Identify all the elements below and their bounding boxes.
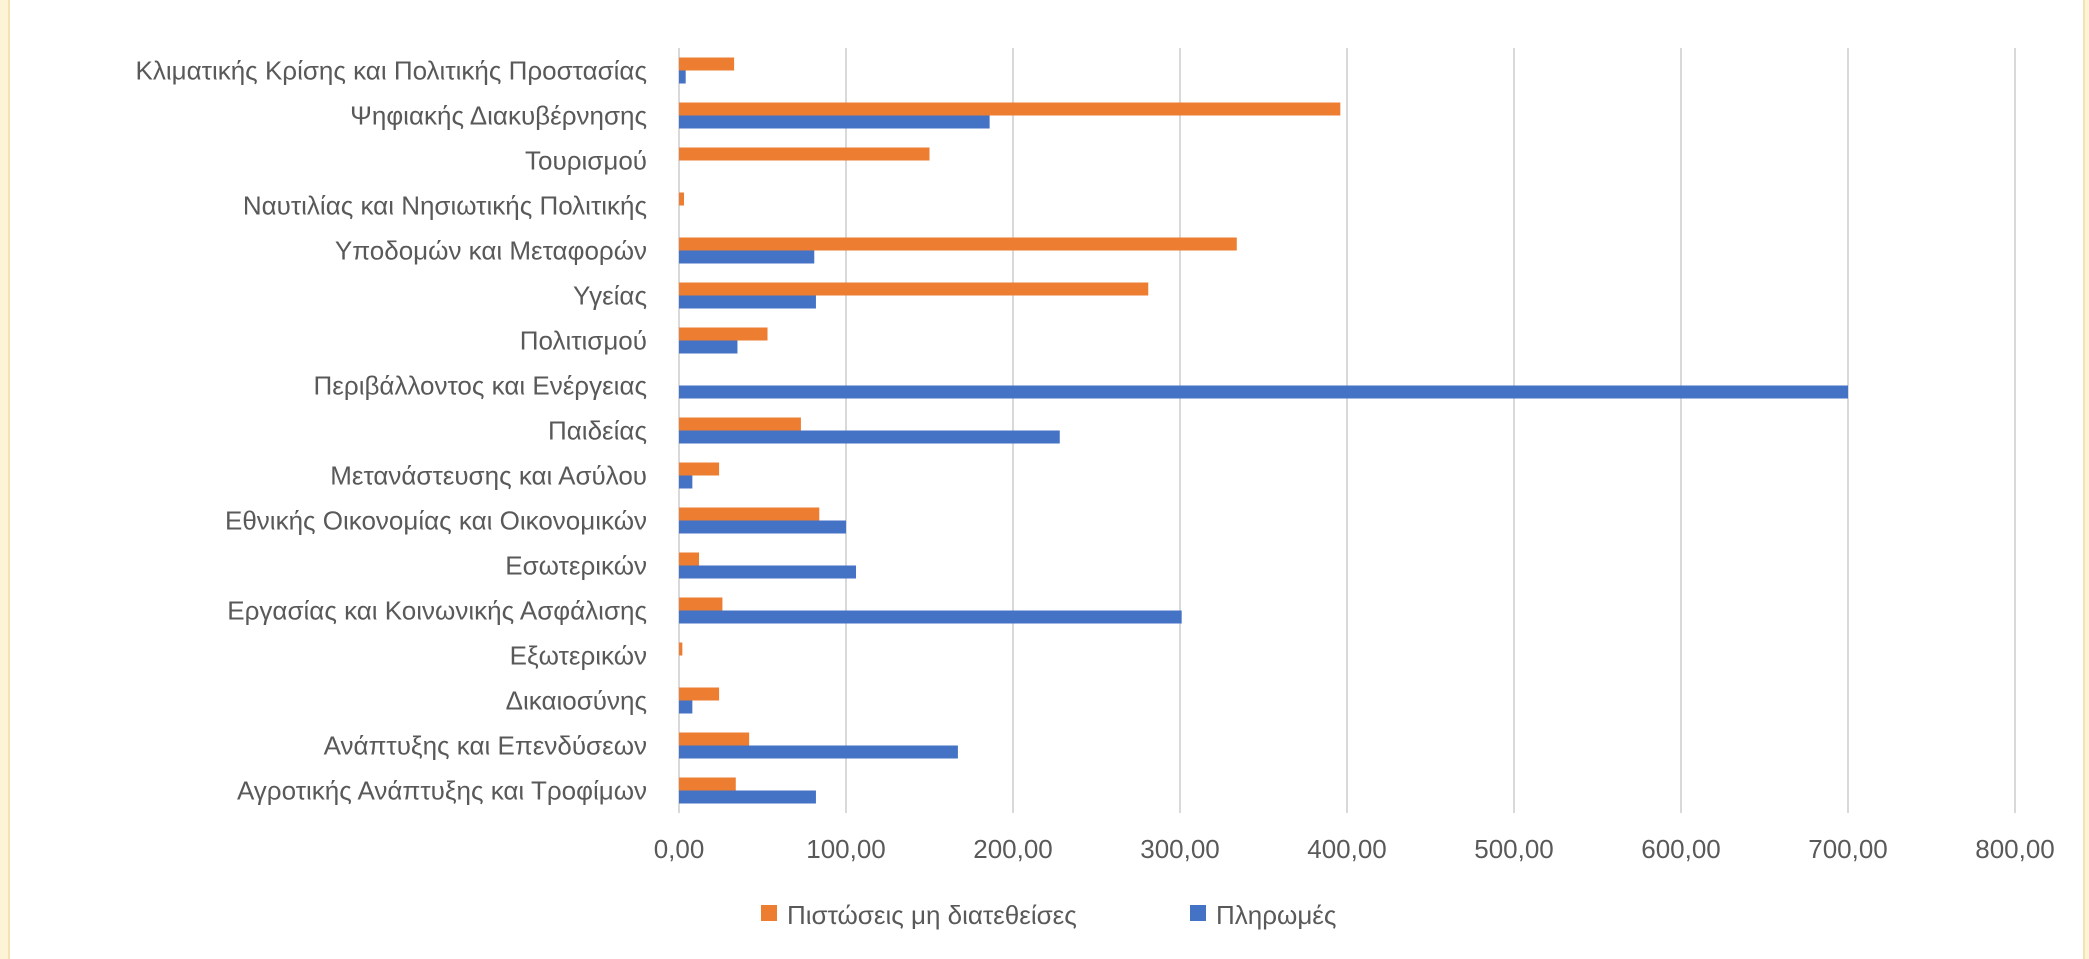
x-tick-label: 400,00	[1307, 834, 1387, 864]
category-label: Τουρισμού	[525, 146, 647, 176]
category-label: Εργασίας και Κοινωνικής Ασφάλισης	[227, 596, 647, 626]
category-label: Μετανάστευσης και Ασύλου	[330, 461, 647, 491]
legend: Πιστώσεις μη διατεθείσες Πληρωμές	[761, 900, 1336, 930]
x-tick-label: 200,00	[973, 834, 1053, 864]
x-tick-label: 700,00	[1808, 834, 1888, 864]
legend-label-orange: Πιστώσεις μη διατεθείσες	[787, 900, 1077, 930]
bar-pliromes	[679, 340, 738, 354]
category-label: Ψηφιακής Διακυβέρνησης	[350, 101, 647, 131]
bar-pliromes	[679, 475, 693, 489]
category-labels: Κλιματικής Κρίσης και Πολιτικής Προστασί…	[136, 56, 647, 806]
bar-pistoseis	[679, 732, 750, 746]
bar-pistoseis	[679, 102, 1341, 116]
category-label: Περιβάλλοντος και Ενέργειας	[314, 371, 647, 401]
bar-pistoseis	[679, 57, 735, 71]
bar-pistoseis	[679, 282, 1149, 296]
bar-pliromes	[679, 745, 958, 759]
bar-pliromes	[679, 295, 816, 309]
category-label: Ανάπτυξης και Επενδύσεων	[324, 731, 647, 761]
bar-pliromes	[679, 610, 1182, 624]
bar-pliromes	[679, 520, 846, 534]
bar-pliromes	[679, 565, 857, 579]
category-label: Υγείας	[573, 281, 647, 311]
legend-label-blue: Πληρωμές	[1216, 900, 1336, 930]
x-tick-label: 100,00	[806, 834, 886, 864]
x-tick-labels: 0,00 100,00 200,00 300,00 400,00 500,00 600,00…	[654, 834, 2055, 864]
bar-pistoseis	[679, 507, 820, 521]
legend-swatch-blue	[1190, 905, 1206, 921]
bar-pistoseis	[679, 642, 683, 656]
bar-pliromes	[679, 790, 816, 804]
x-tick-label: 300,00	[1140, 834, 1220, 864]
bar-pliromes	[679, 250, 815, 264]
bar-pistoseis	[679, 147, 930, 161]
category-label: Δικαιοσύνης	[506, 686, 647, 716]
bar-pistoseis	[679, 327, 768, 341]
legend-swatch-orange	[761, 905, 777, 921]
category-label: Εθνικής Οικονομίας και Οικονομικών	[225, 506, 647, 536]
chart-frame	[8, 0, 2085, 959]
category-label: Κλιματικής Κρίσης και Πολιτικής Προστασί…	[136, 56, 647, 86]
bar-pistoseis	[679, 777, 736, 791]
category-label: Υποδομών και Μεταφορών	[335, 236, 647, 266]
category-label: Εξωτερικών	[510, 641, 647, 671]
category-label: Παιδείας	[548, 416, 647, 446]
bar-pistoseis	[679, 417, 801, 431]
bar-pistoseis	[679, 687, 720, 701]
x-tick-label: 0,00	[654, 834, 705, 864]
bars	[679, 57, 1848, 804]
bar-pliromes	[679, 700, 693, 714]
bar-pliromes	[679, 115, 990, 129]
bar-pistoseis	[679, 462, 720, 476]
category-label: Ναυτιλίας και Νησιωτικής Πολιτικής	[243, 191, 647, 221]
x-tick-label: 600,00	[1641, 834, 1721, 864]
bar-pistoseis	[679, 552, 700, 566]
bar-pistoseis	[679, 237, 1237, 251]
bar-pistoseis	[679, 192, 685, 206]
bar-pliromes	[679, 70, 686, 84]
x-tick-label: 800,00	[1975, 834, 2055, 864]
bar-pliromes	[679, 430, 1060, 444]
category-label: Πολιτισμού	[520, 326, 647, 356]
bar-pistoseis	[679, 597, 723, 611]
category-label: Αγροτικής Ανάπτυξης και Τροφίμων	[237, 776, 647, 806]
x-tick-label: 500,00	[1474, 834, 1554, 864]
category-label: Εσωτερικών	[505, 551, 647, 581]
bar-pliromes	[679, 385, 1848, 399]
